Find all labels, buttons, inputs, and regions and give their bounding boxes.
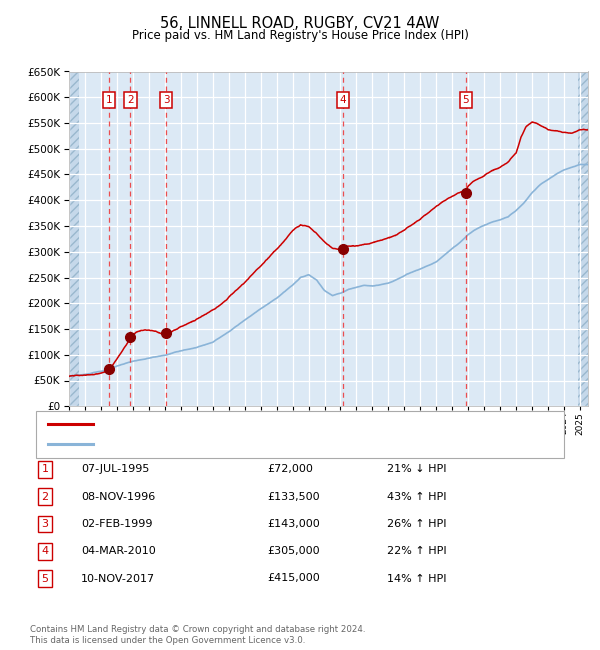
Text: HPI: Average price, detached house, Rugby: HPI: Average price, detached house, Rugb…: [99, 439, 336, 450]
Text: 3: 3: [41, 519, 49, 529]
Text: 04-MAR-2010: 04-MAR-2010: [81, 546, 156, 556]
Text: Contains HM Land Registry data © Crown copyright and database right 2024.
This d: Contains HM Land Registry data © Crown c…: [30, 625, 365, 645]
Bar: [578, 72, 593, 406]
Text: 43% ↑ HPI: 43% ↑ HPI: [387, 491, 446, 502]
Text: 3: 3: [163, 95, 170, 105]
Text: Price paid vs. HM Land Registry's House Price Index (HPI): Price paid vs. HM Land Registry's House …: [131, 29, 469, 42]
Bar: [69, 72, 79, 406]
Text: £133,500: £133,500: [267, 491, 320, 502]
Text: 56, LINNELL ROAD, RUGBY, CV21 4AW: 56, LINNELL ROAD, RUGBY, CV21 4AW: [160, 16, 440, 31]
Bar: [69, 72, 79, 406]
Text: 10-NOV-2017: 10-NOV-2017: [81, 573, 155, 584]
Text: 26% ↑ HPI: 26% ↑ HPI: [387, 519, 446, 529]
Text: 02-FEB-1999: 02-FEB-1999: [81, 519, 152, 529]
Text: 07-JUL-1995: 07-JUL-1995: [81, 464, 149, 474]
Text: £305,000: £305,000: [267, 546, 320, 556]
Text: 5: 5: [41, 573, 49, 584]
Text: 1: 1: [106, 95, 113, 105]
Text: £72,000: £72,000: [267, 464, 313, 474]
Text: 4: 4: [41, 546, 49, 556]
Text: 2: 2: [41, 491, 49, 502]
Text: £143,000: £143,000: [267, 519, 320, 529]
Text: 1: 1: [41, 464, 49, 474]
Text: 14% ↑ HPI: 14% ↑ HPI: [387, 573, 446, 584]
Text: 2: 2: [127, 95, 134, 105]
Text: 56, LINNELL ROAD, RUGBY, CV21 4AW (detached house): 56, LINNELL ROAD, RUGBY, CV21 4AW (detac…: [99, 419, 408, 429]
Text: £415,000: £415,000: [267, 573, 320, 584]
Text: 5: 5: [463, 95, 469, 105]
Bar: [578, 72, 593, 406]
Text: 4: 4: [340, 95, 347, 105]
Text: 21% ↓ HPI: 21% ↓ HPI: [387, 464, 446, 474]
Text: 08-NOV-1996: 08-NOV-1996: [81, 491, 155, 502]
Text: 22% ↑ HPI: 22% ↑ HPI: [387, 546, 446, 556]
